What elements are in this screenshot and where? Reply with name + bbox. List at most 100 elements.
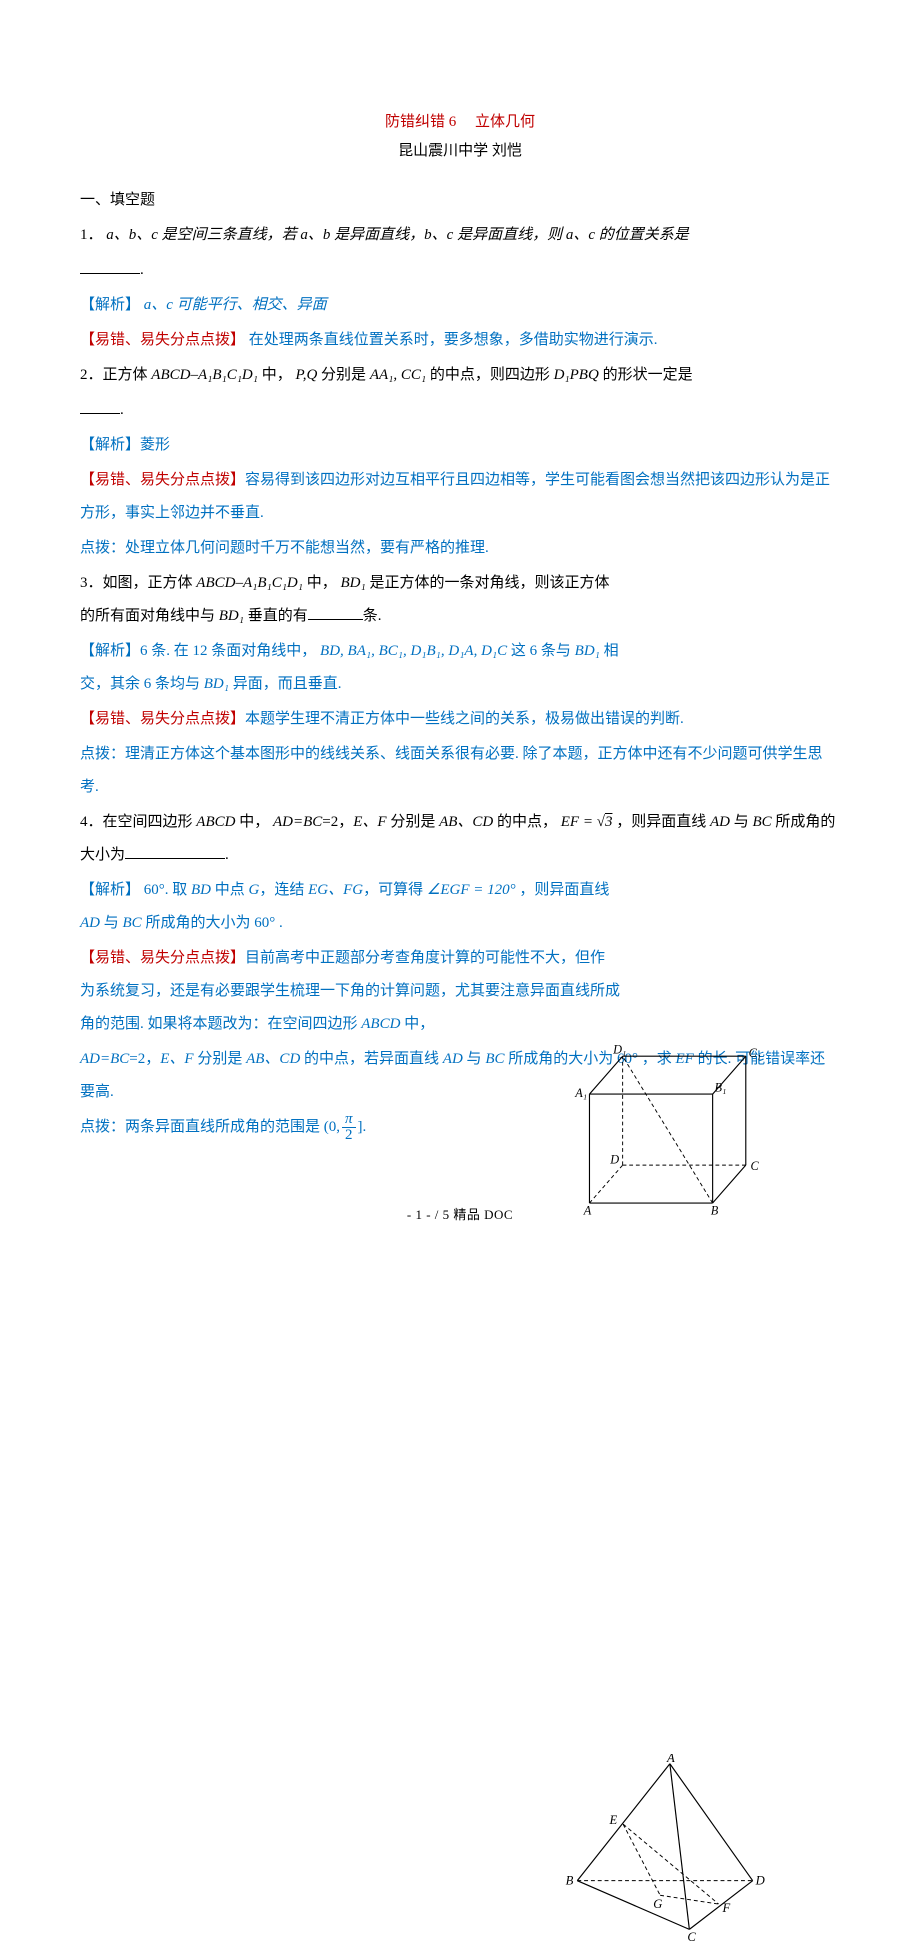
tetra-figure: A B C D E F G [560, 1754, 770, 1944]
abcd: ABCD [361, 1016, 400, 1032]
q3-tip2: 点拨：理清正方体这个基本图形中的线线关系、线面关系很有必要. 除了本题，正方体中… [80, 738, 840, 804]
label-A: A [583, 1203, 592, 1217]
q4-body: 4．在空间四边形 ABCD 中， AD=BC=2，E、F 分别是 AB、CD 的… [80, 806, 840, 872]
abcd2: AB、CD [439, 814, 493, 830]
pq: P,Q [295, 367, 317, 383]
quad: D₁PBQ [554, 367, 599, 383]
label-D: D [755, 1874, 765, 1888]
analysis-label: 【解析】 [80, 297, 140, 313]
pi-over-2: π2 [342, 1112, 356, 1143]
angle: ∠EGF = 120° [427, 882, 516, 898]
t: 如图，正方体 [103, 575, 197, 591]
q4-tip: 【易错、易失分点点拨】目前高考中正题部分考查角度计算的可能性不大，但作为系统复习… [80, 942, 840, 1041]
q1-analysis: 【解析】 a、c 可能平行、相交、异面 [80, 289, 840, 322]
tip-label: 【易错、易失分点点拨】 [80, 950, 245, 966]
label-G: G [653, 1897, 662, 1911]
diag: BD₁ [340, 575, 365, 591]
ef: E、F [353, 814, 386, 830]
adbc: AD=BC [80, 1051, 129, 1067]
q4-block: 【解析】 60°. 取 BD 中点 G，连结 EG、FG，可算得 ∠EGF = … [80, 874, 840, 1041]
t: 条. [363, 608, 382, 624]
period: . [140, 262, 144, 278]
q2-blank-line: . [80, 394, 840, 427]
label-A1: A₁ [574, 1086, 587, 1100]
q3-tip1: 【易错、易失分点点拨】本题学生理不清正方体中一些线之间的关系，极易做出错误的判断… [80, 703, 840, 736]
bc: BC [752, 814, 771, 830]
blank [80, 258, 140, 274]
label-D1: D₁ [612, 1042, 626, 1056]
ad2: AD [80, 915, 100, 931]
analysis-label: 【解析】 [80, 437, 140, 453]
sixty: 60° [254, 915, 275, 931]
q1-text: a、b、c 是空间三条直线，若 a、b 是异面直线，b、c 是异面直线，则 a、… [106, 227, 688, 243]
tip-label: 【易错、易失分点点拨】 [80, 332, 245, 348]
blank [308, 604, 363, 620]
tip-label: 【易错、易失分点点拨】 [80, 472, 245, 488]
bc2: BC [123, 915, 142, 931]
tip-label: 【易错、易失分点点拨】 [80, 711, 245, 727]
t: 的中点，若异面直线 [300, 1051, 443, 1067]
mids: AA₁, CC₁ [370, 367, 426, 383]
t: 中， [235, 814, 273, 830]
label-E: E [608, 1813, 617, 1827]
t: ，可算得 [363, 882, 427, 898]
title-main: 立体几何 [475, 114, 535, 130]
analysis-text: a、c 可能平行、相交、异面 [144, 297, 327, 313]
subtitle: 昆山震川中学 刘恺 [80, 139, 840, 160]
dot: . [363, 1119, 367, 1135]
ad: AD [710, 814, 730, 830]
t: 所成角的大小为 [142, 915, 255, 931]
label-C: C [687, 1930, 696, 1944]
abcd2: AB、CD [246, 1051, 300, 1067]
bd2: BD₁ [204, 676, 229, 692]
bc: BC [485, 1051, 504, 1067]
q3-block: 点拨：处理立体几何问题时千万不能想当然，要有严格的推理. 3．如图，正方体 AB… [80, 532, 840, 701]
section-heading: 一、填空题 [80, 188, 840, 209]
adbc: AD=BC [273, 814, 322, 830]
eg: EG、FG [308, 882, 363, 898]
t: 与 [730, 814, 753, 830]
blank [80, 398, 120, 414]
label-B1: B₁ [715, 1080, 727, 1094]
q2-tip2: 点拨：处理立体几何问题时千万不能想当然，要有严格的推理. [80, 532, 840, 565]
t: 的中点， [493, 814, 561, 830]
t: ，连结 [259, 882, 308, 898]
blank [125, 843, 225, 859]
cube: ABCD–A₁B₁C₁D₁ [196, 575, 303, 591]
list: BD, BA₁, BC₁, D₁B₁, D₁A, D₁C [320, 643, 507, 659]
label-B: B [566, 1874, 574, 1888]
q2-analysis: 【解析】菱形 [80, 429, 840, 462]
label-D: D [609, 1152, 619, 1166]
t: 中， [303, 575, 341, 591]
q4-number: 4． [80, 814, 103, 830]
cube-name: ABCD–A₁B₁C₁D₁ [151, 367, 258, 383]
t: 在空间四边形 [103, 814, 197, 830]
t: 6 条. 在 12 条面对角线中， [140, 643, 320, 659]
q3-analysis: 【解析】6 条. 在 12 条面对角线中， BD, BA₁, BC₁, D₁B₁… [80, 635, 840, 701]
t: 这 6 条与 [507, 643, 575, 659]
analysis-text: 菱形 [140, 437, 170, 453]
label-C: C [751, 1159, 760, 1173]
diag2: BD₁ [219, 608, 244, 624]
page: 防错纠错 6 立体几何 昆山震川中学 刘恺 一、填空题 1． a、b、c 是空间… [0, 0, 920, 1263]
t: 异面，而且垂直. [229, 676, 342, 692]
q1-number: 1． [80, 227, 103, 243]
t: 分别是 [387, 814, 440, 830]
t: 的形状一定是 [599, 367, 693, 383]
ad: AD [443, 1051, 463, 1067]
t: 分别是 [194, 1051, 247, 1067]
q2-body: 2．正方体 ABCD–A₁B₁C₁D₁ 中， P,Q 分别是 AA₁, CC₁ … [80, 359, 840, 392]
t: =2， [129, 1051, 160, 1067]
t: 分别是 [317, 367, 370, 383]
label-C1: C₁ [749, 1046, 761, 1060]
g: G [249, 882, 260, 898]
analysis-label: 【解析】 [80, 882, 140, 898]
abcd: ABCD [196, 814, 235, 830]
tip2: 点拨：理清正方体这个基本图形中的线线关系、线面关系很有必要. 除了本题，正方体中… [80, 746, 823, 795]
ef: E、F [160, 1051, 193, 1067]
t: 与 [463, 1051, 486, 1067]
t: 垂直的有 [244, 608, 308, 624]
t: 与 [100, 915, 123, 931]
efval: EF = √3 [561, 814, 613, 830]
analysis-label: 【解析】 [80, 643, 140, 659]
